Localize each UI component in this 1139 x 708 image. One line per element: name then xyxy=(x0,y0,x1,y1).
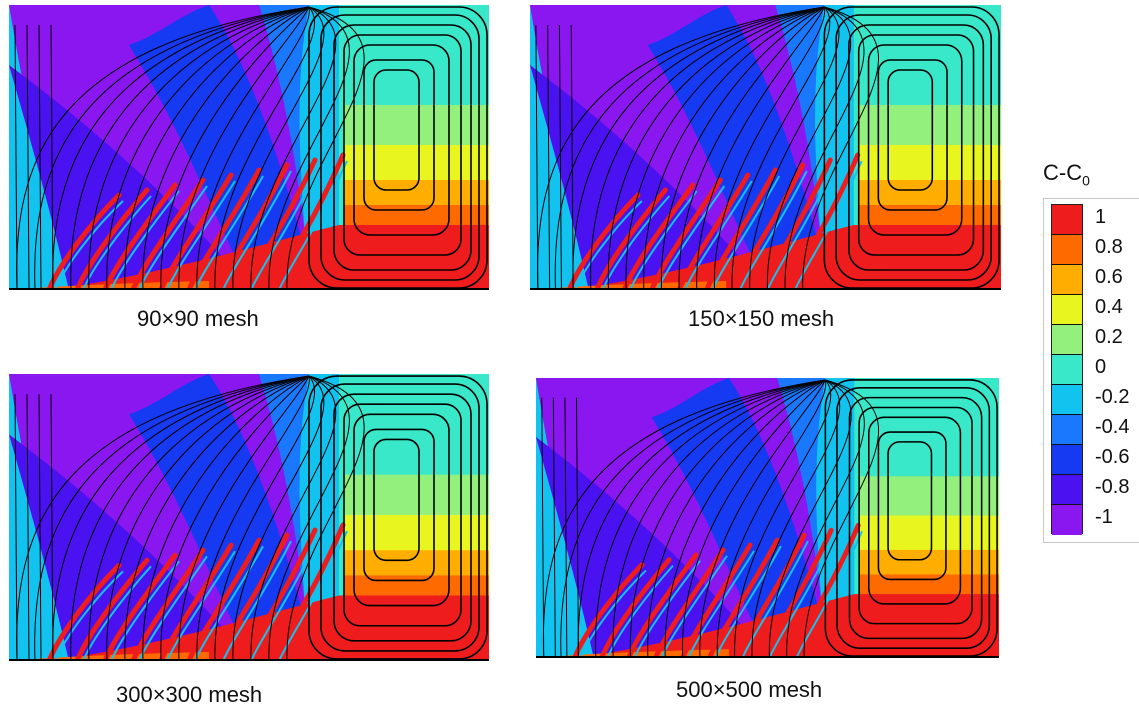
panel-500x500 xyxy=(536,378,999,658)
panel-caption: 300×300 mesh xyxy=(116,682,263,707)
concentration-contour-plot xyxy=(9,5,489,290)
colorbar-swatch xyxy=(1052,475,1082,505)
panel-caption: 150×150 mesh xyxy=(688,306,835,331)
concentration-contour-plot xyxy=(530,5,1001,290)
colorbar-tick-label: 0.2 xyxy=(1095,326,1123,348)
panel-caption: 90×90 mesh xyxy=(137,306,259,331)
colorbar-tick-label: 0 xyxy=(1095,356,1107,378)
panel-150x150 xyxy=(530,5,1001,290)
colorbar-swatch xyxy=(1052,205,1082,235)
panel-90x90 xyxy=(9,5,489,290)
colorbar-legend: C-C0 1 0.8 0.6 0.4 0.2 0 -0.2 -0.4 -0.6 -0.8 -1 xyxy=(1043,160,1139,543)
colorbar-tick-label: 0.4 xyxy=(1095,296,1123,318)
panel-300x300 xyxy=(9,374,489,661)
colorbar-tick-label: -0.4 xyxy=(1095,416,1130,438)
colorbar-tick-label: -1 xyxy=(1095,506,1113,528)
panel-caption: 500×500 mesh xyxy=(676,677,823,702)
colorbar-tick-label: -0.2 xyxy=(1095,386,1130,408)
colorbar xyxy=(1051,204,1083,535)
colorbar-tick-label: 0.8 xyxy=(1095,236,1123,258)
colorbar-tick-label: -0.6 xyxy=(1095,446,1130,468)
colorbar-swatch xyxy=(1052,355,1082,385)
colorbar-swatch xyxy=(1052,295,1082,325)
colorbar-swatch xyxy=(1052,235,1082,265)
colorbar-tick-label: 1 xyxy=(1095,206,1107,228)
colorbar-swatch xyxy=(1052,385,1082,415)
colorbar-swatch xyxy=(1052,325,1082,355)
colorbar-swatch xyxy=(1052,505,1082,535)
colorbar-swatch xyxy=(1052,265,1082,295)
colorbar-swatch xyxy=(1052,415,1082,445)
legend-title: C-C0 xyxy=(1043,160,1090,189)
colorbar-swatch xyxy=(1052,445,1082,475)
colorbar-tick-label: -0.8 xyxy=(1095,476,1130,498)
colorbar-tick-label: 0.6 xyxy=(1095,266,1123,288)
concentration-contour-plot xyxy=(536,378,999,658)
concentration-contour-plot xyxy=(9,374,489,661)
